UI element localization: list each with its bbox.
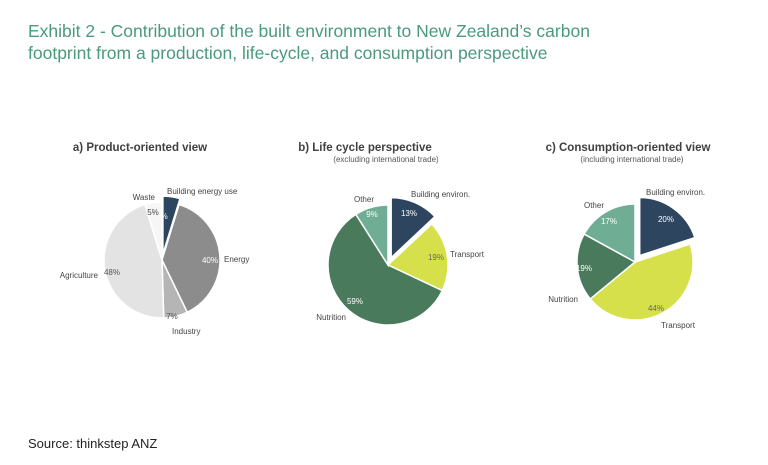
pie-slice-value-nutrition: 19%	[576, 264, 592, 273]
pie-slice-other	[583, 203, 636, 264]
pie-slice-label-industry: Industry	[172, 327, 200, 336]
pie-slice-other	[354, 204, 389, 268]
pie-slice-label-building-environ: Building environ.	[411, 190, 470, 199]
pie-slice-value-waste: 5%	[147, 208, 159, 217]
pie-slice-nutrition	[576, 233, 637, 301]
panel-b: b) Life cycle perspective (excluding int…	[298, 142, 485, 326]
exhibit-title: Exhibit 2 - Contribution of the built en…	[28, 20, 728, 64]
pie-slice-building-energy-use	[162, 195, 181, 255]
panel-c-subtitle: (including international trade)	[580, 155, 684, 164]
pie-slice-transport	[386, 222, 449, 292]
panel-a: a) Product-oriented view 5% Building ener…	[60, 142, 250, 336]
pie-slice-transport	[589, 243, 694, 321]
pie-slice-label-building-energy-use: Building energy use	[167, 187, 238, 196]
pie-slice-building-environ	[390, 196, 436, 260]
source-note: Source: thinkstep ANZ	[28, 436, 158, 451]
pie-slice-value-other: 9%	[366, 210, 378, 219]
pie-slice-value-building-environ: 13%	[401, 209, 417, 218]
pie-slice-building-environ	[638, 196, 696, 257]
pie-slice-value-agriculture: 48%	[104, 268, 120, 277]
panel-c-pie: 20% Building environ. 44% Transport 19% Nutri…	[548, 188, 705, 330]
pie-slice-label-other: Other	[354, 195, 374, 204]
pie-slice-label-other: Other	[584, 201, 604, 210]
pie-slice-waste	[143, 201, 163, 261]
pie-slice-label-transport: Transport	[661, 321, 696, 330]
pie-slice-value-industry: 7%	[166, 312, 178, 321]
pie-slice-value-other: 17%	[601, 217, 617, 226]
panel-b-title: b) Life cycle perspective	[298, 142, 432, 154]
pie-slice-value-energy: 40%	[202, 256, 218, 265]
pie-slice-label-agriculture: Agriculture	[60, 271, 99, 280]
exhibit-title-line-2: footprint from a production, life-cycle,…	[28, 43, 548, 63]
pie-slice-agriculture	[103, 203, 165, 319]
pie-slice-value-transport: 44%	[648, 304, 664, 313]
pie-slice-label-transport: Transport	[450, 250, 485, 259]
panel-c: c) Consumption-oriented view (including …	[546, 142, 711, 330]
pie-slice-label-energy: Energy	[224, 255, 249, 264]
pie-slice-value-transport: 19%	[428, 253, 444, 262]
panel-b-subtitle: (excluding international trade)	[333, 155, 439, 164]
panel-a-title: a) Product-oriented view	[73, 142, 207, 154]
pie-slice-value-nutrition: 59%	[347, 297, 363, 306]
pie-slice-label-nutrition: Nutrition	[548, 295, 578, 304]
pie-slice-energy	[161, 203, 221, 314]
pie-slice-label-nutrition: Nutrition	[316, 313, 346, 322]
pie-slice-label-building-environ: Building environ.	[646, 188, 705, 197]
panel-a-pie: 5% Building energy use 40% Energy 7% Industry…	[60, 187, 250, 336]
panel-c-title: c) Consumption-oriented view	[546, 142, 711, 154]
pie-slice-label-waste: Waste	[133, 193, 156, 202]
pie-slice-nutrition	[327, 213, 444, 326]
pie-slice-value-building-environ: 20%	[658, 215, 674, 224]
exhibit-title-line-1: Exhibit 2 - Contribution of the built en…	[28, 21, 590, 41]
panel-b-pie: 13% Building environ. 19% Transport 59%Nutri…	[316, 190, 485, 326]
